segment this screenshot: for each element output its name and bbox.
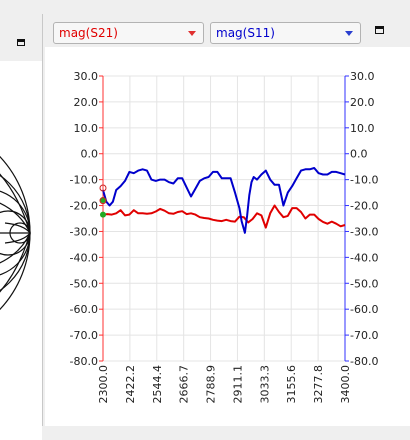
x-tick-label: 3400.0 [339,365,352,404]
y-tick-label-left: -10.0 [70,174,98,187]
y-tick-label-left: -80.0 [70,355,98,368]
x-tick-label: 2911.1 [231,365,244,404]
panel-divider[interactable] [42,14,43,426]
chart[interactable]: 30.0 30.0 20.0 20.0 10.0 10.0 0.0 0.0 -10.0 -10.0… [45,47,410,426]
trace1-select-value: mag(S21) [59,26,118,40]
x-tick-label: 2422.2 [124,365,137,404]
marker-s11-ring [99,184,107,192]
smith-reactance-arc [4,232,31,244]
y-tick-label-right: -10.0 [350,174,378,187]
x-tick-label: 3033.3 [258,365,271,404]
smith-reactance-arc [4,222,31,234]
pane-toggle-icon[interactable] [375,26,384,34]
series-line-mag(S21) [102,204,346,229]
y-tick-label-left: -70.0 [70,329,98,342]
right-panel: mag(S21) mag(S11) 30.0 30.0 20.0 20.0 10.0 10… [43,14,410,426]
trace2-select-value: mag(S11) [216,26,275,40]
smith-chart [0,155,31,311]
y-tick-label-right: 30.0 [350,70,375,83]
y-tick-label-right: -40.0 [350,251,378,264]
y-tick-label-right: 20.0 [350,96,375,109]
grid [102,75,346,362]
smith-reactance-arc [0,232,31,293]
smith-reactance-arc [0,173,31,234]
y-tick-label-right: -70.0 [350,329,378,342]
marker-s21-start [100,211,106,218]
smith-chart-area [0,61,42,440]
y-tick-label-left: 0.0 [81,148,99,161]
y-tick-label-right: 0.0 [350,148,368,161]
x-tick-label: 3155.6 [285,365,298,404]
marker-s21-ring [99,197,107,205]
chevron-down-icon [345,31,353,36]
y-tick-label-left: -50.0 [70,277,98,290]
marker-s11-start [100,197,106,203]
trace2-select[interactable]: mag(S11) [210,22,361,44]
plot-area: 30.0 30.0 20.0 20.0 10.0 10.0 0.0 0.0 -10.0 -10.0… [45,47,410,426]
y-tick-label-right: -30.0 [350,225,378,238]
y-tick-label-right: -80.0 [350,355,378,368]
series-group [102,167,346,234]
y-tick-label-left: -40.0 [70,251,98,264]
series-line-mag(S11) [102,167,346,234]
left-panel [0,14,42,440]
y-tick-label-right: -50.0 [350,277,378,290]
trace1-select[interactable]: mag(S21) [53,22,204,44]
x-tick-label: 2788.9 [205,365,218,404]
y-tick-label-left: 20.0 [74,96,99,109]
chevron-down-icon [188,31,196,36]
y-tick-label-left: 30.0 [74,70,99,83]
pane-toggle-icon[interactable] [17,39,25,46]
axes [102,76,346,361]
ticks: 30.0 30.0 20.0 20.0 10.0 10.0 0.0 0.0 -10.0 -10.0… [70,70,379,404]
x-tick-label: 2300.0 [97,365,110,404]
y-tick-label-right: 10.0 [350,122,375,135]
y-tick-label-left: -30.0 [70,225,98,238]
x-tick-label: 3277.8 [312,365,325,404]
y-tick-label-right: -60.0 [350,303,378,316]
x-tick-label: 2544.4 [151,365,164,404]
smith-reactance-arc [0,202,31,234]
y-tick-label-right: -20.0 [350,200,378,213]
y-tick-label-left: 10.0 [74,122,99,135]
y-tick-label-left: -60.0 [70,303,98,316]
y-tick-label-left: -20.0 [70,200,98,213]
x-tick-label: 2666.7 [178,365,191,404]
markers [99,184,107,218]
smith-reactance-arc [0,232,31,264]
